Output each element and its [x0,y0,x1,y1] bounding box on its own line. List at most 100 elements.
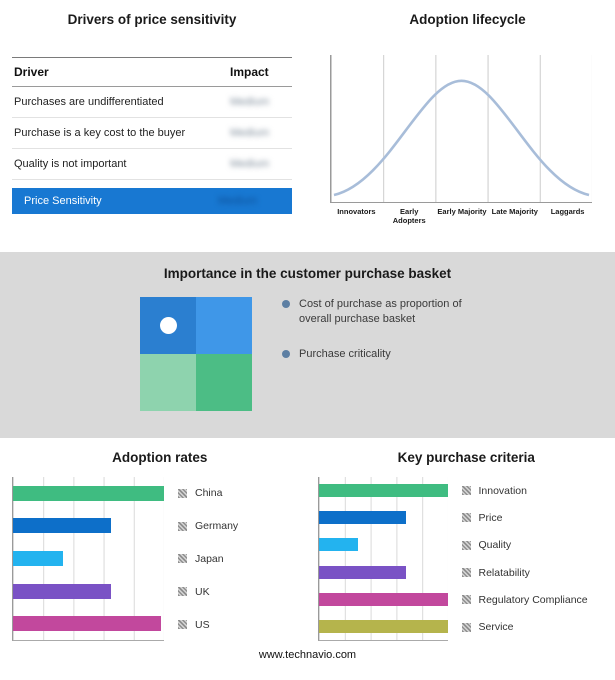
hatch-swatch-icon [461,622,471,632]
top-section: Drivers of price sensitivity Driver Impa… [0,0,615,252]
basket-legend-item: Cost of purchase as proportion of overal… [282,297,487,327]
chart-legend-item: Japan [178,543,308,576]
bar-row [13,607,164,640]
bar-row [13,510,164,543]
marker-dot-icon [159,317,177,334]
bar-china [13,485,164,501]
drivers-header-row: Driver Impact [12,57,292,87]
basket-body: Cost of purchase as proportion of overal… [0,297,615,411]
bar-row [13,575,164,608]
driver-cell: Quality is not important [12,148,228,180]
drivers-panel: Drivers of price sensitivity Driver Impa… [0,0,308,252]
bar-germany [13,518,112,534]
hatch-swatch-icon [461,595,471,605]
impact-column-header: Impact [228,57,292,87]
driver-row: Purchase is a key cost to the buyer Mediu… [12,117,292,149]
bar-row [318,531,448,558]
chart-legend-label: Japan [195,552,224,565]
impact-cell: Medium [228,86,292,118]
bar-row [13,477,164,510]
chart-legend-label: Germany [195,520,239,533]
quadrant-bottom-left [140,354,196,411]
adoption-rates-chart: China Germany Japan UK US [12,477,308,641]
hatch-swatch-icon [461,568,471,578]
quadrant-top-right [196,297,252,354]
bar-row [318,477,448,504]
bar-innovation [318,484,448,498]
bottom-section: Adoption rates China Germany Japan UK US Key… [0,438,615,641]
chart-legend-label: Regulatory Compliance [478,593,588,606]
stage-label: Early Majority [437,207,487,216]
driver-row: Quality is not important Medium [12,148,292,180]
chart-legend-item: Price [461,504,615,531]
drivers-title: Drivers of price sensitivity [67,12,237,27]
key-purchase-criteria-panel: Key purchase criteria Innovation Price Qua… [308,450,615,641]
hatch-swatch-icon [178,488,187,498]
bar-quality [318,538,359,552]
basket-band: Importance in the customer purchase bask… [0,252,615,438]
hatch-swatch-icon [178,554,187,564]
chart-legend-item: China [178,477,308,510]
key-purchase-criteria-labels: Innovation Price Quality Relatability Regula… [448,477,615,641]
drivers-table: Driver Impact Purchases are undifferenti… [12,57,292,180]
stage-label: Laggards [550,207,585,216]
impact-value-blurred: Medium [230,158,270,170]
chart-legend-label: Quality [478,539,512,552]
driver-row: Purchases are undifferentiated Medium [12,86,292,118]
chart-legend-label: China [195,487,223,500]
bar-relatability [318,565,407,579]
chart-legend-item: Quality [461,532,615,559]
bell-curve-path [333,79,590,197]
bar-row [318,559,448,586]
adoption-rates-plot [12,477,164,641]
driver-cell: Purchase is a key cost to the buyer [12,117,228,149]
chart-legend-item: Relatability [461,559,615,586]
lifecycle-chart [330,55,592,203]
bar-row [318,586,448,613]
bar-regulatory-compliance [318,592,448,606]
chart-legend-label: Service [478,621,514,634]
chart-legend-item: US [178,608,308,641]
chart-legend-label: Price [478,511,503,524]
basket-legend-label: Purchase criticality [299,347,391,360]
footer-url: www.technavio.com [258,649,357,661]
driver-cell: Purchases are undifferentiated [12,86,228,118]
stage-label: Innovators [337,207,376,216]
impact-cell: Medium [228,117,292,149]
purchase-basket-quadrant [140,297,252,411]
bar-us [13,616,161,632]
adoption-rates-labels: China Germany Japan UK US [164,477,308,641]
basket-legend-item: Purchase criticality [282,347,487,362]
adoption-rates-title: Adoption rates [112,450,208,465]
adoption-rates-panel: Adoption rates China Germany Japan UK US [0,450,308,641]
hatch-swatch-icon [178,521,187,531]
key-purchase-criteria-chart: Innovation Price Quality Relatability Regula… [317,477,615,641]
bullet-icon [282,300,290,308]
bar-service [318,619,448,633]
bar-japan [13,550,63,566]
hatch-swatch-icon [461,513,471,523]
bar-row [318,504,448,531]
impact-cell: Medium [228,148,292,180]
price-sensitivity-label: Price Sensitivity [24,195,102,207]
stage-label: Early Adopters [392,207,426,225]
basket-title: Importance in the customer purchase bask… [163,266,452,281]
chart-legend-item: Innovation [461,477,615,504]
chart-legend-label: Innovation [478,484,527,497]
chart-legend-label: Relatability [478,566,530,579]
lifecycle-panel: Adoption lifecycle Innovators Early Adopt… [308,0,615,252]
hatch-swatch-icon [461,540,471,550]
chart-legend-label: US [195,618,210,631]
chart-legend-item: Regulatory Compliance [461,586,615,613]
bar-row [318,613,448,640]
bar-row [13,542,164,575]
quadrant-top-left [140,297,196,354]
hatch-swatch-icon [178,587,187,597]
chart-legend-item: UK [178,575,308,608]
quadrant-bottom-right [196,354,252,411]
lifecycle-stages: Innovators Early Adopters Early Majority La… [330,207,594,225]
impact-value-blurred: Medium [230,127,270,139]
key-purchase-criteria-title: Key purchase criteria [397,450,535,465]
basket-legend-label: Cost of purchase as proportion of overal… [299,298,462,325]
